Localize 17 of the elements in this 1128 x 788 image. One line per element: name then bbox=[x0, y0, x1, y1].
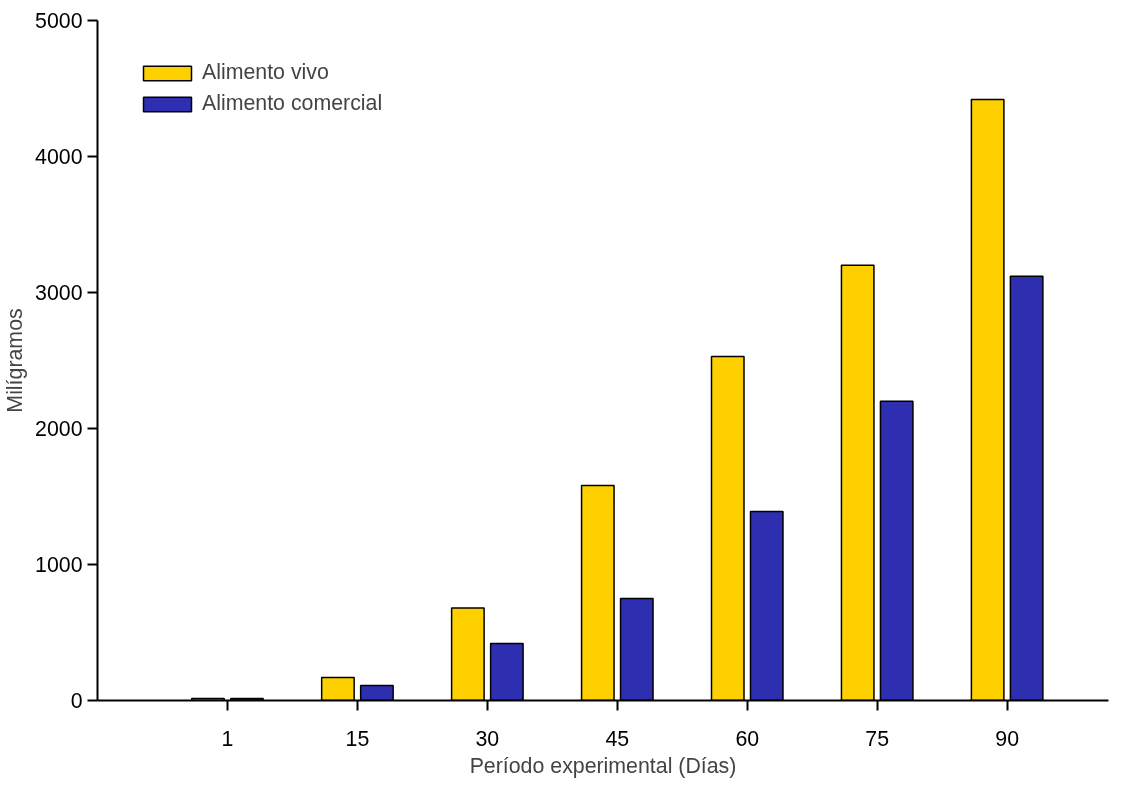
legend-label: Alimento comercial bbox=[202, 91, 383, 116]
x-tick-label: 90 bbox=[995, 726, 1020, 751]
y-tick-label: 5000 bbox=[35, 9, 83, 33]
y-tick-label: 0 bbox=[70, 689, 83, 713]
x-tick-label: 1 bbox=[221, 726, 234, 751]
x-tick-label: 15 bbox=[345, 726, 370, 751]
x-tick-label: 45 bbox=[605, 726, 630, 751]
x-tick-label: 60 bbox=[735, 726, 760, 751]
y-tick-label: 1000 bbox=[35, 553, 83, 577]
x-tick-label: 75 bbox=[865, 726, 890, 751]
x-axis-title: Período experimental (Días) bbox=[469, 753, 737, 778]
y-tick-label: 3000 bbox=[35, 281, 83, 305]
y-tick-label: 2000 bbox=[35, 417, 83, 441]
y-tick-label: 4000 bbox=[35, 145, 83, 169]
x-tick-label: 30 bbox=[475, 726, 500, 751]
legend-label: Alimento vivo bbox=[202, 60, 329, 85]
y-axis-title: Milígramos bbox=[3, 308, 28, 413]
